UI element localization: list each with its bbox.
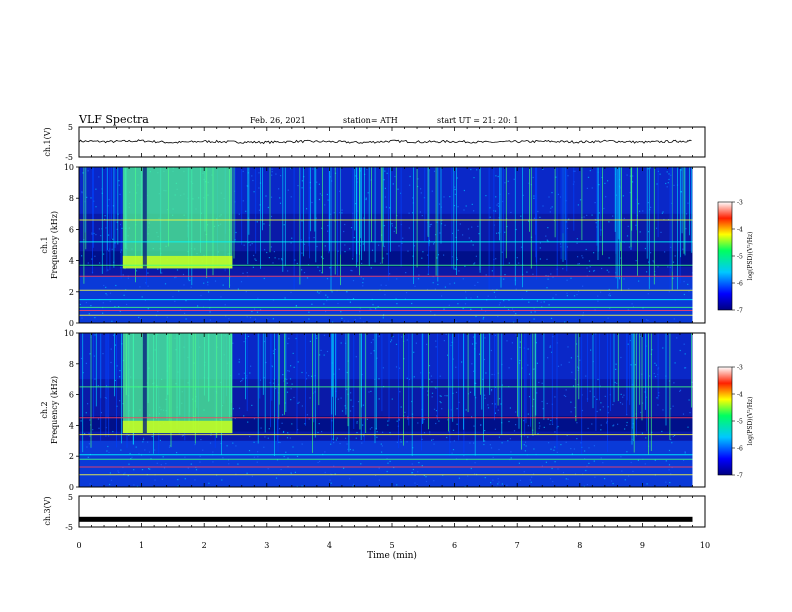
ch1-colorbar-label: log(PSD)(V²/Hz)	[747, 232, 754, 281]
xtick-label: 5	[389, 541, 394, 550]
xtick-label: 6	[452, 541, 457, 550]
date-label: Feb. 26, 2021	[250, 116, 306, 125]
ytick-label: 4	[69, 257, 74, 266]
colorbar-tick-label: -7	[737, 308, 743, 315]
ytick-label: 0	[69, 483, 74, 492]
colorbar-tick-label: -6	[737, 281, 743, 288]
ch1-waveform-ylabel: ch.1(V)	[43, 127, 52, 156]
ch2-frequency-label: Frequency (kHz)	[50, 376, 59, 444]
ch1-yticks: 0 2 4 6 8 10	[64, 163, 79, 328]
ch1-waveform-frame	[78, 126, 706, 158]
ch1-ytick-top: 5	[68, 123, 73, 132]
ch2-spectrogram-image	[79, 333, 705, 487]
xtick-label: 7	[515, 541, 520, 550]
ch2-yticks: 0 2 4 6 8 10	[64, 329, 79, 492]
ch3-waveform-frame	[78, 495, 706, 528]
xtick-label: 9	[640, 541, 645, 550]
chart-title: VLF Spectra	[78, 113, 149, 126]
ch1-waveform-line	[78, 139, 692, 145]
colorbar-tick-label: -3	[737, 200, 743, 207]
ytick-label: 6	[69, 391, 74, 400]
ytick-label: 8	[69, 194, 74, 203]
ytick-label: 10	[64, 163, 74, 172]
time-axis-ticks	[78, 127, 706, 527]
xtick-label: 10	[700, 541, 710, 550]
ytick-label: 2	[69, 288, 74, 297]
ch2-colorbar: -3 -4 -5 -6 -7 log(PSD)(V²/Hz)	[717, 365, 754, 480]
ch3-waveform-ylabel: ch.3(V)	[43, 496, 52, 525]
ch2-channel-label: ch.2	[40, 401, 49, 418]
xtick-label: 1	[139, 541, 144, 550]
ch3-ytick-bottom: -5	[65, 523, 73, 532]
ytick-label: 10	[64, 329, 74, 338]
xtick-label: 0	[76, 541, 81, 550]
ch3-ytick-top: 5	[68, 493, 73, 502]
ch1-channel-label: ch.1	[40, 236, 49, 253]
ytick-label: 0	[69, 319, 74, 328]
xtick-label: 4	[327, 541, 332, 550]
colorbar-tick-label: -5	[737, 254, 743, 261]
colorbar-tick-label: -4	[737, 392, 743, 399]
xtick-label: 3	[264, 541, 269, 550]
colorbar-tick-label: -7	[737, 473, 743, 480]
colorbar-tick-label: -4	[737, 227, 743, 234]
xtick-label: 8	[577, 541, 582, 550]
station-label: station= ATH	[343, 116, 398, 125]
ch1-ytick-bottom: -5	[65, 153, 73, 162]
xtick-label: 2	[202, 541, 207, 550]
ch3-waveform-line	[79, 516, 693, 522]
time-axis-label: Time (min)	[367, 550, 417, 561]
ytick-label: 4	[69, 421, 74, 430]
time-axis-tick-labels: 0 1 2 3 4 5 6 7 8 9 10	[76, 541, 710, 550]
colorbar-tick-label: -5	[737, 419, 743, 426]
start-time-label: start UT = 21: 20: 1	[437, 116, 518, 125]
ch1-colorbar: -3 -4 -5 -6 -7 log(PSD)(V²/Hz)	[717, 200, 754, 315]
ytick-label: 2	[69, 452, 74, 461]
ch1-spectrogram-image	[79, 167, 705, 323]
ch2-colorbar-label: log(PSD)(V²/Hz)	[747, 397, 754, 446]
colorbar-tick-label: -6	[737, 446, 743, 453]
colorbar-tick-label: -3	[737, 365, 743, 372]
ch1-frequency-label: Frequency (kHz)	[50, 211, 59, 279]
ytick-label: 8	[69, 360, 74, 369]
ytick-label: 6	[69, 225, 74, 234]
